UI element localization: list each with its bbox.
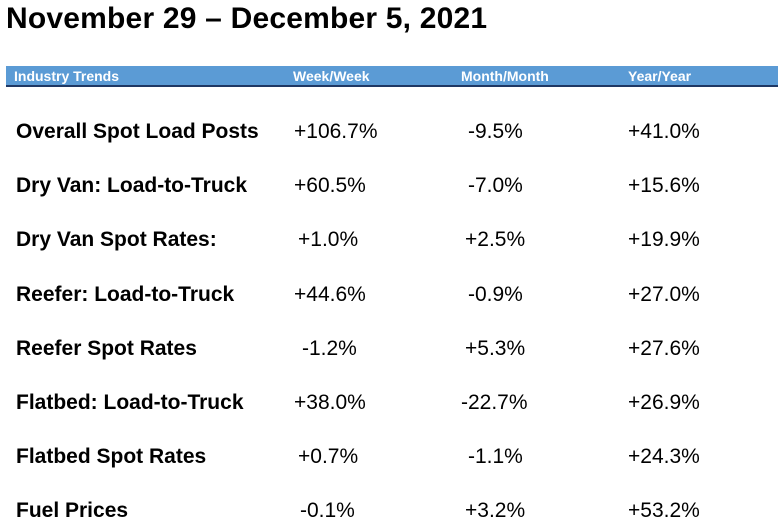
row-label: Dry Van Spot Rates: [16, 228, 217, 251]
row-label: Flatbed: Load-to-Truck [16, 391, 244, 414]
week-value: +106.7% [294, 120, 378, 143]
row-label: Flatbed Spot Rates [16, 445, 207, 468]
header-year-year: Year/Year [628, 68, 692, 84]
month-value: +3.2% [465, 499, 526, 522]
table-row: Flatbed: Load-to-Truck +38.0% -22.7% +26… [0, 391, 783, 421]
year-value: +53.2% [628, 499, 700, 522]
year-value: +41.0% [628, 120, 700, 143]
row-label: Fuel Prices [16, 499, 129, 522]
row-label: Dry Van: Load-to-Truck [16, 174, 248, 197]
week-value: +1.0% [298, 228, 359, 251]
month-value: -22.7% [461, 391, 528, 414]
year-value: +15.6% [628, 174, 700, 197]
table-header: Industry Trends Week/Week Month/Month Ye… [6, 66, 778, 87]
year-value: +27.0% [628, 283, 700, 306]
week-value: +60.5% [294, 174, 366, 197]
table-row: Flatbed Spot Rates +0.7% -1.1% +24.3% [0, 445, 783, 475]
year-value: +24.3% [628, 445, 700, 468]
table-row: Dry Van: Load-to-Truck +60.5% -7.0% +15.… [0, 174, 783, 204]
table-row: Overall Spot Load Posts +106.7% -9.5% +4… [0, 120, 783, 150]
week-value: +44.6% [294, 283, 366, 306]
row-label: Reefer: Load-to-Truck [16, 283, 235, 306]
week-value: +0.7% [298, 445, 359, 468]
year-value: +27.6% [628, 337, 700, 360]
table-row: Dry Van Spot Rates: +1.0% +2.5% +19.9% [0, 228, 783, 258]
month-value: -9.5% [468, 120, 523, 143]
year-value: +19.9% [628, 228, 700, 251]
table-row: Reefer Spot Rates -1.2% +5.3% +27.6% [0, 337, 783, 367]
month-value: +2.5% [465, 228, 526, 251]
year-value: +26.9% [628, 391, 700, 414]
week-value: +38.0% [294, 391, 366, 414]
row-label: Reefer Spot Rates [16, 337, 197, 360]
week-value: -0.1% [300, 499, 355, 522]
month-value: -0.9% [468, 283, 523, 306]
month-value: +5.3% [465, 337, 526, 360]
page-title: November 29 – December 5, 2021 [6, 2, 488, 35]
header-industry-trends: Industry Trends [14, 68, 120, 84]
week-value: -1.2% [302, 337, 357, 360]
row-label: Overall Spot Load Posts [16, 120, 259, 143]
table-row: Fuel Prices -0.1% +3.2% +53.2% [0, 499, 783, 529]
month-value: -1.1% [468, 445, 523, 468]
header-week-week: Week/Week [293, 68, 370, 84]
month-value: -7.0% [468, 174, 523, 197]
header-month-month: Month/Month [461, 68, 549, 84]
table-row: Reefer: Load-to-Truck +44.6% -0.9% +27.0… [0, 283, 783, 313]
